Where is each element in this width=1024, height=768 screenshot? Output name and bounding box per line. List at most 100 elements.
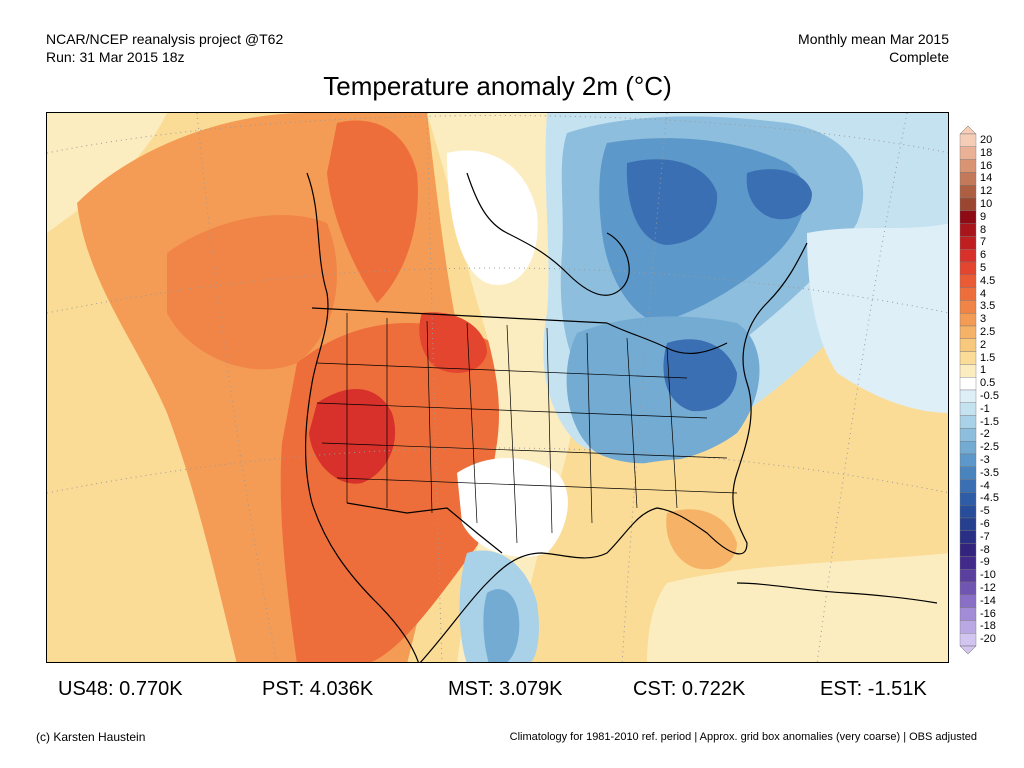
legend-label: 16 <box>980 159 993 172</box>
legend-label: 7 <box>980 236 987 249</box>
legend-swatch <box>959 556 977 570</box>
legend-swatch <box>959 530 977 544</box>
legend-label: -2 <box>980 428 990 441</box>
stat-mst: MST: 3.079K <box>448 678 563 700</box>
plains-hot-core <box>419 312 487 373</box>
legend-swatch <box>959 607 977 621</box>
status-label: Complete <box>889 49 949 65</box>
stat-est: EST: -1.51K <box>820 678 927 700</box>
us-canada-border <box>311 307 608 324</box>
mexico-cool-core <box>483 589 520 662</box>
color-legend: 20 18 16 14 12 10 9 8 7 6 5 4.5 4 3.5 3 2.5 2 1.5 1 0.5 -0.5… <box>958 126 1018 654</box>
legend-label: 4.5 <box>980 274 996 287</box>
legend-swatch <box>959 581 977 596</box>
legend-swatch <box>959 428 977 442</box>
period-label: Monthly mean Mar 2015 <box>798 31 949 47</box>
legend-label: -7 <box>980 530 990 543</box>
credit-label: (c) Karsten Haustein <box>36 730 146 744</box>
legend-label: 18 <box>980 146 993 159</box>
legend-swatch <box>959 197 977 212</box>
legend-label: 2 <box>980 338 987 351</box>
california-hot-core <box>309 389 396 484</box>
legend-label: 9 <box>980 210 987 223</box>
northeast-cold-core <box>663 339 737 412</box>
legend-label: 1 <box>980 364 987 377</box>
legend-label: -20 <box>980 633 996 646</box>
legend-swatch <box>959 325 977 340</box>
legend-swatch <box>959 210 977 224</box>
legend-max-arrow <box>959 126 977 135</box>
legend-label: -18 <box>980 620 996 633</box>
map-title: Temperature anomaly 2m (°C) <box>323 71 672 101</box>
state-border-lines <box>346 313 678 544</box>
legend-swatch <box>959 261 977 276</box>
stat-pst: PST: 4.036K <box>262 678 374 700</box>
legend-swatch <box>959 172 977 186</box>
legend-swatch <box>959 594 977 608</box>
east-coastline <box>419 242 808 662</box>
anomaly-map-graphic <box>47 113 948 662</box>
legend-label: -3 <box>980 454 990 466</box>
legend-label: -10 <box>980 569 996 582</box>
legend-label: 4 <box>980 287 987 300</box>
state-border-lines <box>316 362 738 494</box>
legend-label: 12 <box>980 185 993 198</box>
legend-swatch <box>959 569 977 583</box>
caribbean-islands <box>736 582 938 604</box>
legend-label: -9 <box>980 556 990 569</box>
labrador-cold-core <box>746 169 812 220</box>
legend-swatch <box>959 185 977 199</box>
legend-label: 3.5 <box>980 300 996 313</box>
legend-swatch <box>959 543 977 557</box>
legend-swatch <box>959 466 977 480</box>
legend-label: -16 <box>980 607 996 620</box>
legend-swatch <box>959 492 977 506</box>
legend-swatch <box>959 441 977 455</box>
legend-label: -4 <box>980 479 990 492</box>
legend-swatch <box>959 133 977 148</box>
us-mexico-border <box>346 502 503 554</box>
legend-label: 14 <box>980 172 993 185</box>
legend-swatch <box>959 402 977 416</box>
climatology-note: Climatology for 1981-2010 ref. period | … <box>509 731 977 743</box>
legend-label: -5 <box>980 505 990 518</box>
legend-swatch <box>959 312 977 327</box>
legend-swatch <box>959 453 977 468</box>
legend-swatch <box>959 479 977 493</box>
canada-cold-core <box>626 159 718 245</box>
legend-label: -6 <box>980 518 990 530</box>
graticule-line <box>621 113 668 662</box>
anomaly-map <box>46 112 949 663</box>
graticule-line <box>196 113 278 662</box>
legend-swatch <box>959 223 977 237</box>
legend-label: -0.5 <box>980 390 999 402</box>
graticule-line <box>47 267 948 314</box>
legend-label: -2.5 <box>980 441 999 454</box>
legend-label: -12 <box>980 582 996 594</box>
legend-label: -14 <box>980 594 996 607</box>
legend-swatch <box>959 364 977 378</box>
hudson-neutral <box>447 150 538 285</box>
legend-label: 8 <box>980 223 987 236</box>
legend-label: -3.5 <box>980 466 999 479</box>
legend-swatch <box>959 159 977 173</box>
header-right: Monthly mean Mar 2015 Complete <box>798 30 949 66</box>
legend-swatch <box>959 236 977 250</box>
caribbean-pale <box>647 553 948 662</box>
legend-swatch <box>959 338 977 352</box>
atlantic-cool <box>807 223 948 413</box>
stat-us48: US48: 0.770K <box>58 678 183 700</box>
graticule-line <box>426 113 443 662</box>
legend-label: 6 <box>980 249 987 262</box>
legend-label: -4.5 <box>980 492 999 505</box>
legend-swatch <box>959 274 977 288</box>
legend-swatch <box>959 633 977 647</box>
legend-swatch <box>959 620 977 634</box>
legend-label: -8 <box>980 543 990 556</box>
legend-label: 0.5 <box>980 377 996 390</box>
hudson-coastline <box>466 172 630 296</box>
legend-label: 20 <box>980 134 993 146</box>
legend-colorbar <box>959 126 977 654</box>
project-label: NCAR/NCEP reanalysis project @T62 <box>46 31 284 47</box>
legend-swatch <box>959 146 977 160</box>
